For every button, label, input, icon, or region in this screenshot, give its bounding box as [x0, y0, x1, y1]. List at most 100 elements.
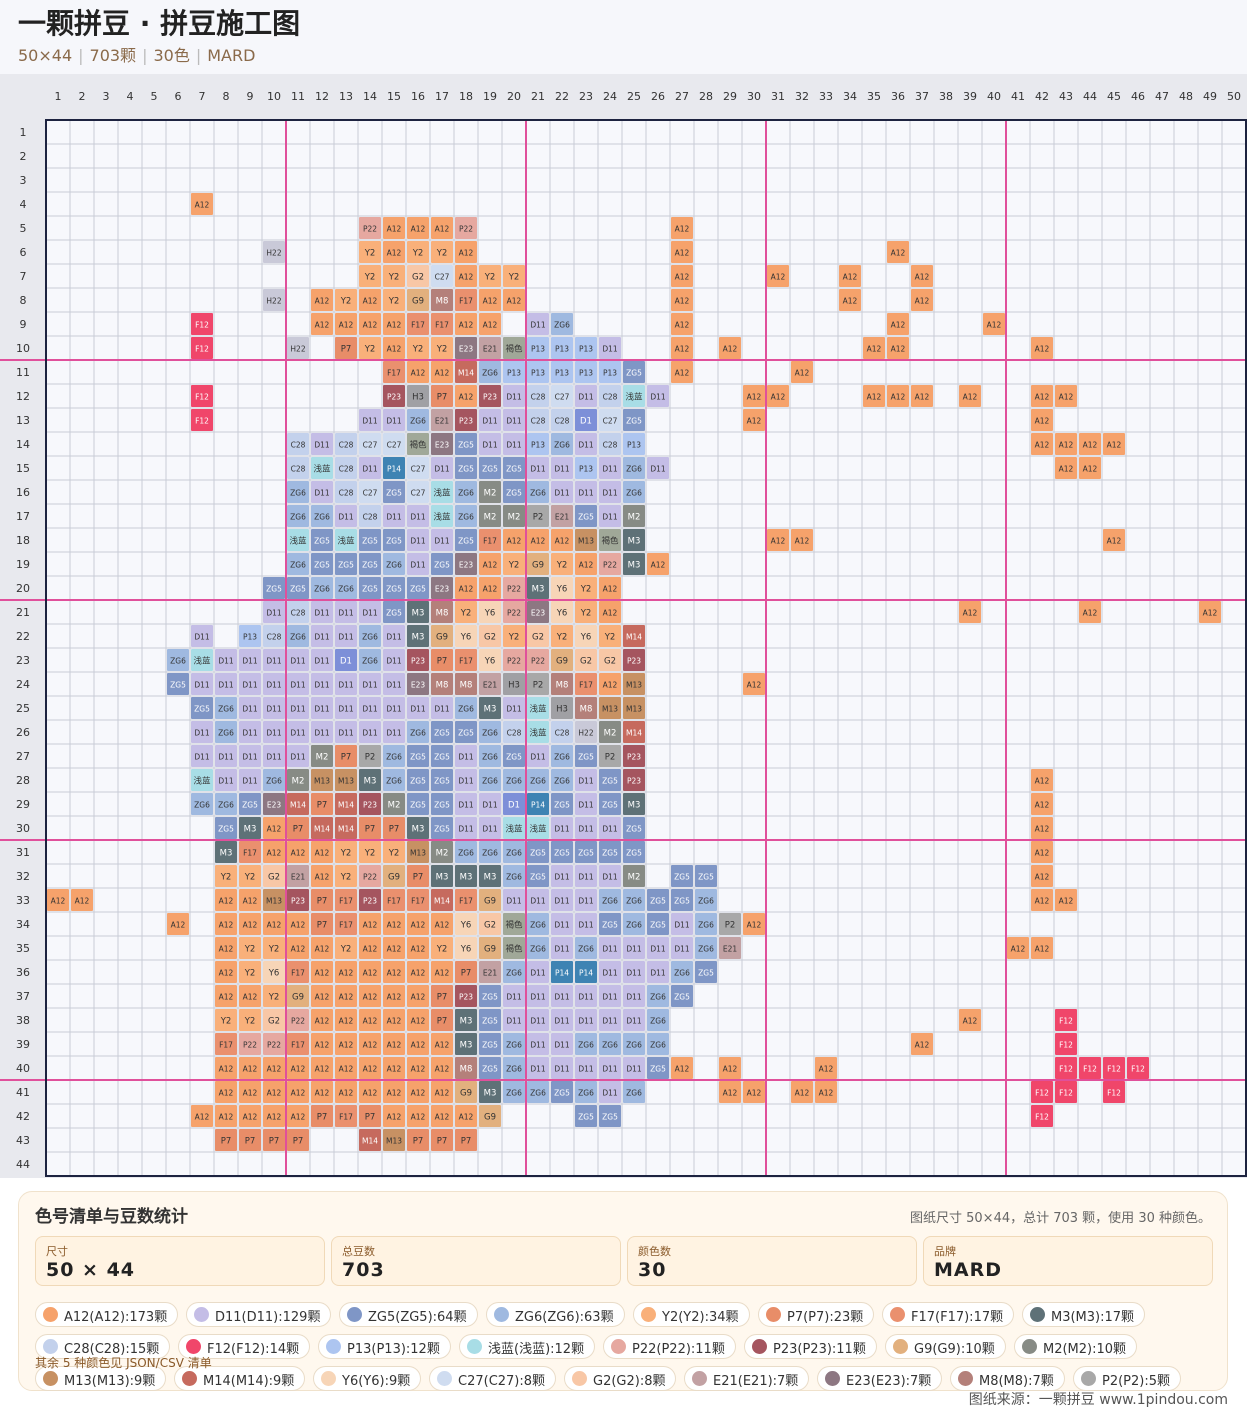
bead-code-label: D11: [242, 681, 258, 690]
bead-code-label: ZG5: [482, 1017, 498, 1026]
bead-code-label: P23: [627, 753, 641, 762]
bead-cell: [359, 721, 381, 743]
row-number: 8: [20, 294, 27, 307]
bead-code-label: A12: [1083, 441, 1098, 450]
bead-code-label: M14: [314, 825, 330, 834]
bead-code-label: D11: [338, 633, 354, 642]
color-swatch-icon: [752, 1339, 767, 1354]
bead-code-label: P14: [387, 465, 401, 474]
bead-code-label: A12: [747, 681, 762, 690]
bead-cell: [359, 289, 381, 311]
bead-cell: [263, 985, 285, 1007]
bead-code-label: ZG5: [434, 561, 450, 570]
bead-code-label: D11: [266, 753, 282, 762]
color-swatch-icon: [766, 1307, 781, 1322]
bead-code-label: 浅蓝: [193, 656, 211, 667]
bead-cell: [407, 1057, 429, 1079]
bead-code-label: C27: [555, 393, 570, 402]
bead-code-label: D11: [530, 993, 546, 1002]
bead-cell: [503, 361, 525, 383]
bead-cell: [335, 433, 357, 455]
bead-cell: [287, 553, 309, 575]
bead-cell: [287, 793, 309, 815]
column-number: 29: [723, 90, 737, 103]
bead-code-label: D11: [578, 825, 594, 834]
bead-code-label: E21: [483, 969, 498, 978]
bead-cell: [239, 817, 261, 839]
bead-cell: [383, 1033, 405, 1055]
bead-code-label: ZG5: [458, 729, 474, 738]
bead-code-label: P7: [437, 657, 448, 667]
bead-cell: [1031, 841, 1053, 863]
bead-code-label: P23: [387, 393, 401, 402]
bead-code-label: A12: [723, 345, 738, 354]
bead-cell: [335, 1009, 357, 1031]
bead-code-label: P13: [603, 369, 617, 378]
bead-cell: [1031, 385, 1053, 407]
bead-code-label: M13: [410, 849, 426, 858]
bead-code-label: A12: [387, 1017, 402, 1026]
bead-cell: [383, 1129, 405, 1151]
bead-cell: [503, 529, 525, 551]
bead-code-label: M2: [484, 489, 497, 499]
bead-code-label: P13: [531, 369, 545, 378]
bead-code-label: A12: [507, 297, 522, 306]
bead-cell: [431, 337, 453, 359]
card-label: 颜色数: [638, 1245, 671, 1258]
bead-code-label: A12: [459, 249, 474, 258]
bead-code-label: D11: [602, 345, 618, 354]
bead-cell: [623, 481, 645, 503]
bead-cell: [599, 433, 621, 455]
bead-cell: [311, 673, 333, 695]
bead-cell: [383, 913, 405, 935]
bead-cell: [1127, 1057, 1149, 1079]
bead-code-label: ZG6: [482, 849, 498, 858]
bead-code-label: A12: [291, 945, 306, 954]
bead-code-label: D11: [362, 681, 378, 690]
bead-cell: [407, 241, 429, 263]
bead-cell: [575, 913, 597, 935]
bead-code-label: 浅蓝: [313, 464, 331, 475]
bead-cell: [191, 313, 213, 335]
bead-code-label: M14: [626, 633, 642, 642]
bead-code-label: F12: [1083, 1065, 1097, 1074]
bead-code-label: A12: [675, 273, 690, 282]
bead-code-label: P23: [459, 993, 473, 1002]
bead-code-label: F17: [579, 681, 593, 690]
row-number: 20: [16, 582, 30, 595]
bead-cell: [407, 817, 429, 839]
bead-code-label: A12: [387, 345, 402, 354]
bead-cell: [647, 937, 669, 959]
bead-code-label: ZG5: [650, 921, 666, 930]
row-number: 19: [16, 558, 30, 571]
bead-cell: [695, 889, 717, 911]
bead-code-label: ZG5: [458, 537, 474, 546]
meta-brand: MARD: [207, 46, 256, 65]
bead-code-label: A12: [267, 1089, 282, 1098]
bead-cell: [191, 697, 213, 719]
bead-cell: [575, 577, 597, 599]
bead-code-label: Y2: [244, 945, 256, 955]
bead-code-label: Y2: [340, 297, 352, 307]
bead-cell: [383, 1009, 405, 1031]
bead-code-label: A12: [411, 1017, 426, 1026]
color-swatch-icon: [326, 1339, 341, 1354]
bead-cell: [479, 649, 501, 671]
bead-code-label: F12: [1035, 1089, 1049, 1098]
bead-code-label: A12: [387, 969, 402, 978]
bead-cell: [575, 793, 597, 815]
row-number: 38: [16, 1014, 30, 1027]
bead-cell: [575, 1081, 597, 1103]
bead-code-label: Y6: [556, 609, 568, 619]
bead-code-label: ZG6: [218, 705, 234, 714]
bead-cell: [551, 481, 573, 503]
bead-cell: [551, 625, 573, 647]
bead-code-label: A12: [411, 945, 426, 954]
bead-code-label: D11: [338, 609, 354, 618]
bead-cell: [263, 1033, 285, 1055]
bead-code-label: ZG6: [602, 1041, 618, 1050]
bead-code-label: G9: [388, 873, 400, 883]
bead-cell: [383, 985, 405, 1007]
bead-code-label: D11: [338, 705, 354, 714]
bead-cell: [455, 745, 477, 767]
